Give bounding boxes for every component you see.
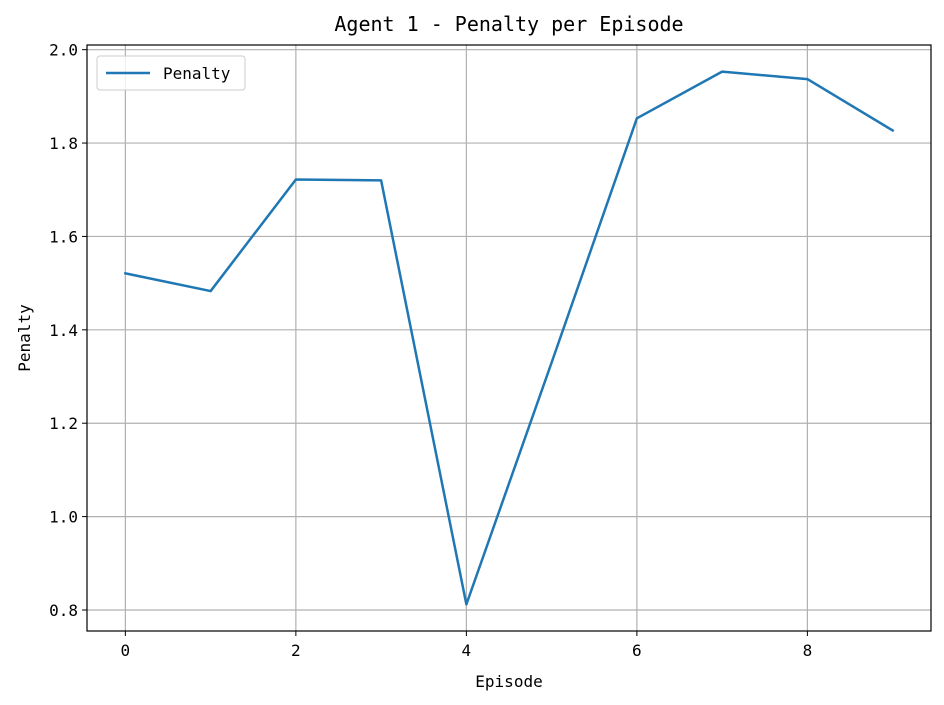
y-ticks: 0.8 1.0 1.2 1.4 1.6 1.8 2.0 (49, 41, 87, 620)
legend-box (96, 55, 246, 91)
x-tick-label: 8 (803, 641, 813, 660)
y-tick-label: 1.6 (49, 227, 78, 246)
legend-label-penalty: Penalty (163, 64, 231, 83)
y-tick-label: 1.8 (49, 134, 78, 153)
y-tick-label: 2.0 (49, 41, 78, 60)
grid (87, 45, 931, 631)
plot-frame (86, 44, 932, 632)
x-tick-label: 4 (462, 641, 472, 660)
series-layer (123, 70, 895, 606)
x-tick-label: 6 (632, 641, 642, 660)
x-axis-label: Episode (475, 672, 542, 691)
legend: Penalty (96, 55, 246, 91)
chart-title: Agent 1 - Penalty per Episode (334, 12, 683, 36)
x-tick-label: 0 (121, 641, 131, 660)
y-tick-label: 1.2 (49, 414, 78, 433)
y-tick-label: 1.0 (49, 508, 78, 527)
y-tick-label: 0.8 (49, 601, 78, 620)
y-axis-label: Penalty (15, 304, 34, 372)
series-line-penalty (123, 70, 895, 606)
y-tick-label: 1.4 (49, 321, 78, 340)
x-tick-label: 2 (291, 641, 301, 660)
x-ticks: 0 2 4 6 8 (121, 631, 813, 660)
